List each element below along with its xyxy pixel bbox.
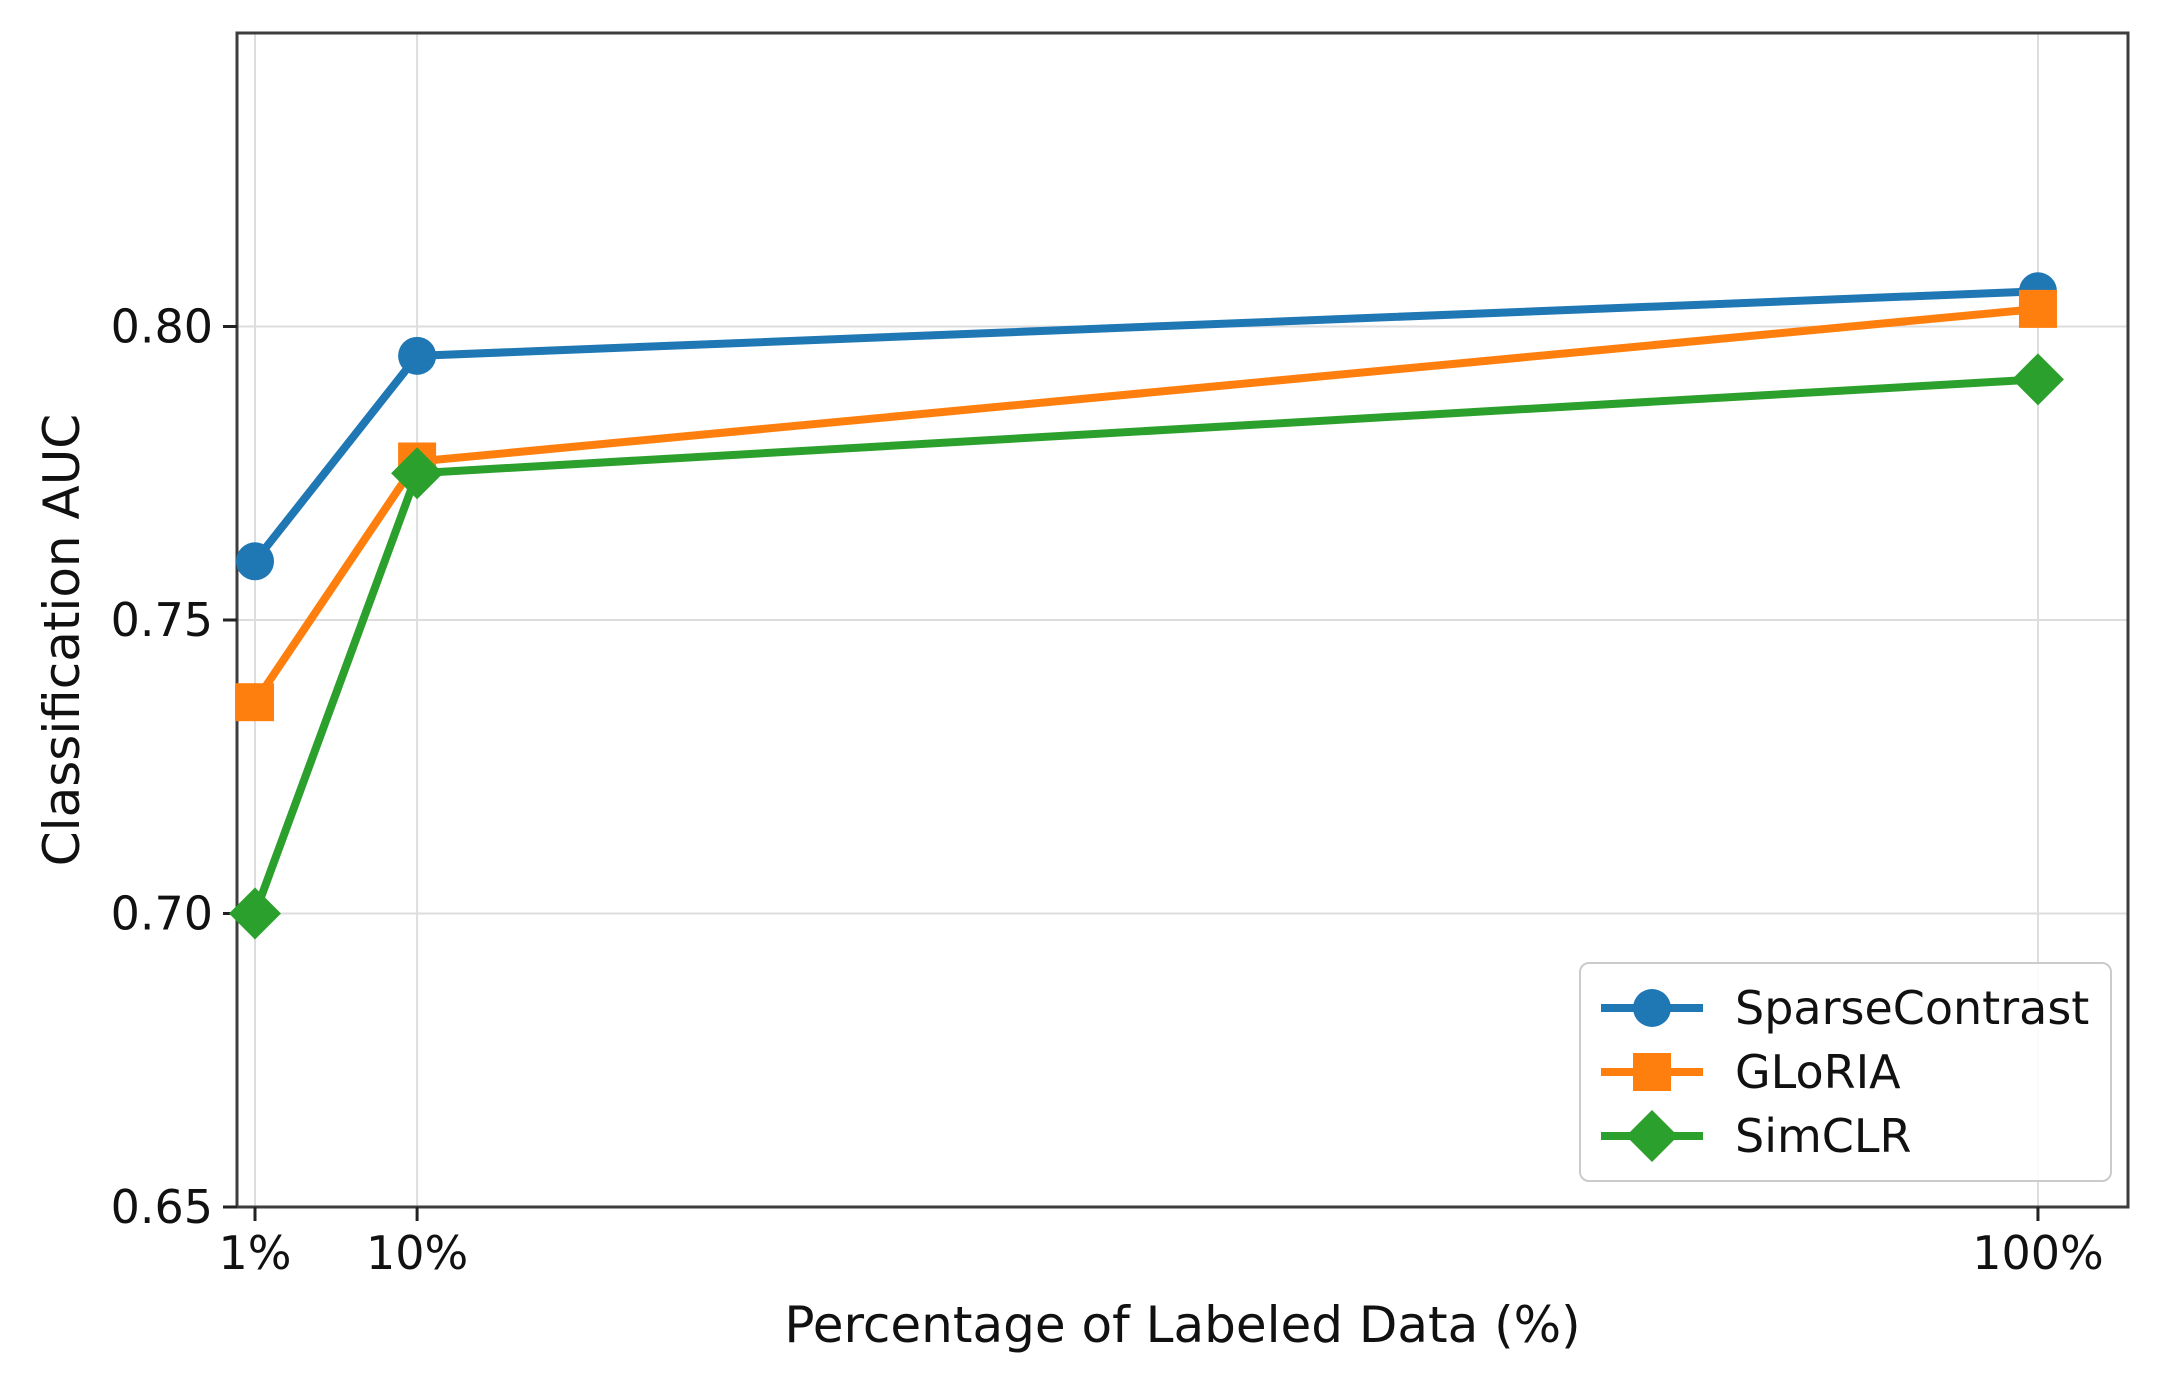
x-tick-label-1%: 1% (219, 1226, 292, 1280)
legend: SparseContrast GLoRIA SimCLR (1579, 962, 2112, 1182)
y-tick-label-0.75: 0.75 (111, 593, 213, 647)
legend-item-GLoRIA: GLoRIA (1597, 1044, 2098, 1100)
marker-SparseContrast-1% (236, 542, 275, 581)
legend-square-icon (1601, 1053, 1703, 1091)
series-line-GLoRIA (251, 304, 2042, 707)
legend-item-SparseContrast: SparseContrast (1597, 980, 2098, 1036)
legend-label: SparseContrast (1735, 981, 2090, 1035)
marker-SimCLR-1% (229, 887, 282, 940)
series-line-SimCLR (251, 375, 2042, 918)
marker-SimCLR-10% (391, 447, 444, 500)
y-tick-label-0.65: 0.65 (111, 1180, 213, 1234)
marker-legend-SimCLR (1626, 1110, 1678, 1162)
legend-label: SimCLR (1735, 1109, 1912, 1163)
marker-legend-SparseContrast (1633, 989, 1671, 1027)
y-tick-label-0.70: 0.70 (111, 887, 213, 941)
marker-GLoRIA-100% (2018, 289, 2057, 328)
marker-legend-GLoRIA (1633, 1053, 1671, 1091)
x-tick-label-100%: 100% (1972, 1226, 2104, 1280)
legend-circle-icon (1601, 989, 1703, 1027)
y-axis-title: Classification AUC (33, 413, 91, 867)
legend-diamond-icon (1601, 1110, 1703, 1162)
marker-SimCLR-100% (2011, 353, 2064, 406)
x-tick-label-10%: 10% (366, 1226, 468, 1280)
legend-label: GLoRIA (1735, 1045, 1901, 1099)
marker-GLoRIA-1% (236, 683, 275, 722)
y-tick-label-0.80: 0.80 (111, 300, 213, 354)
x-axis-title: Percentage of Labeled Data (%) (784, 1296, 1581, 1354)
marker-SparseContrast-10% (398, 336, 437, 375)
legend-item-SimCLR: SimCLR (1597, 1108, 2098, 1164)
